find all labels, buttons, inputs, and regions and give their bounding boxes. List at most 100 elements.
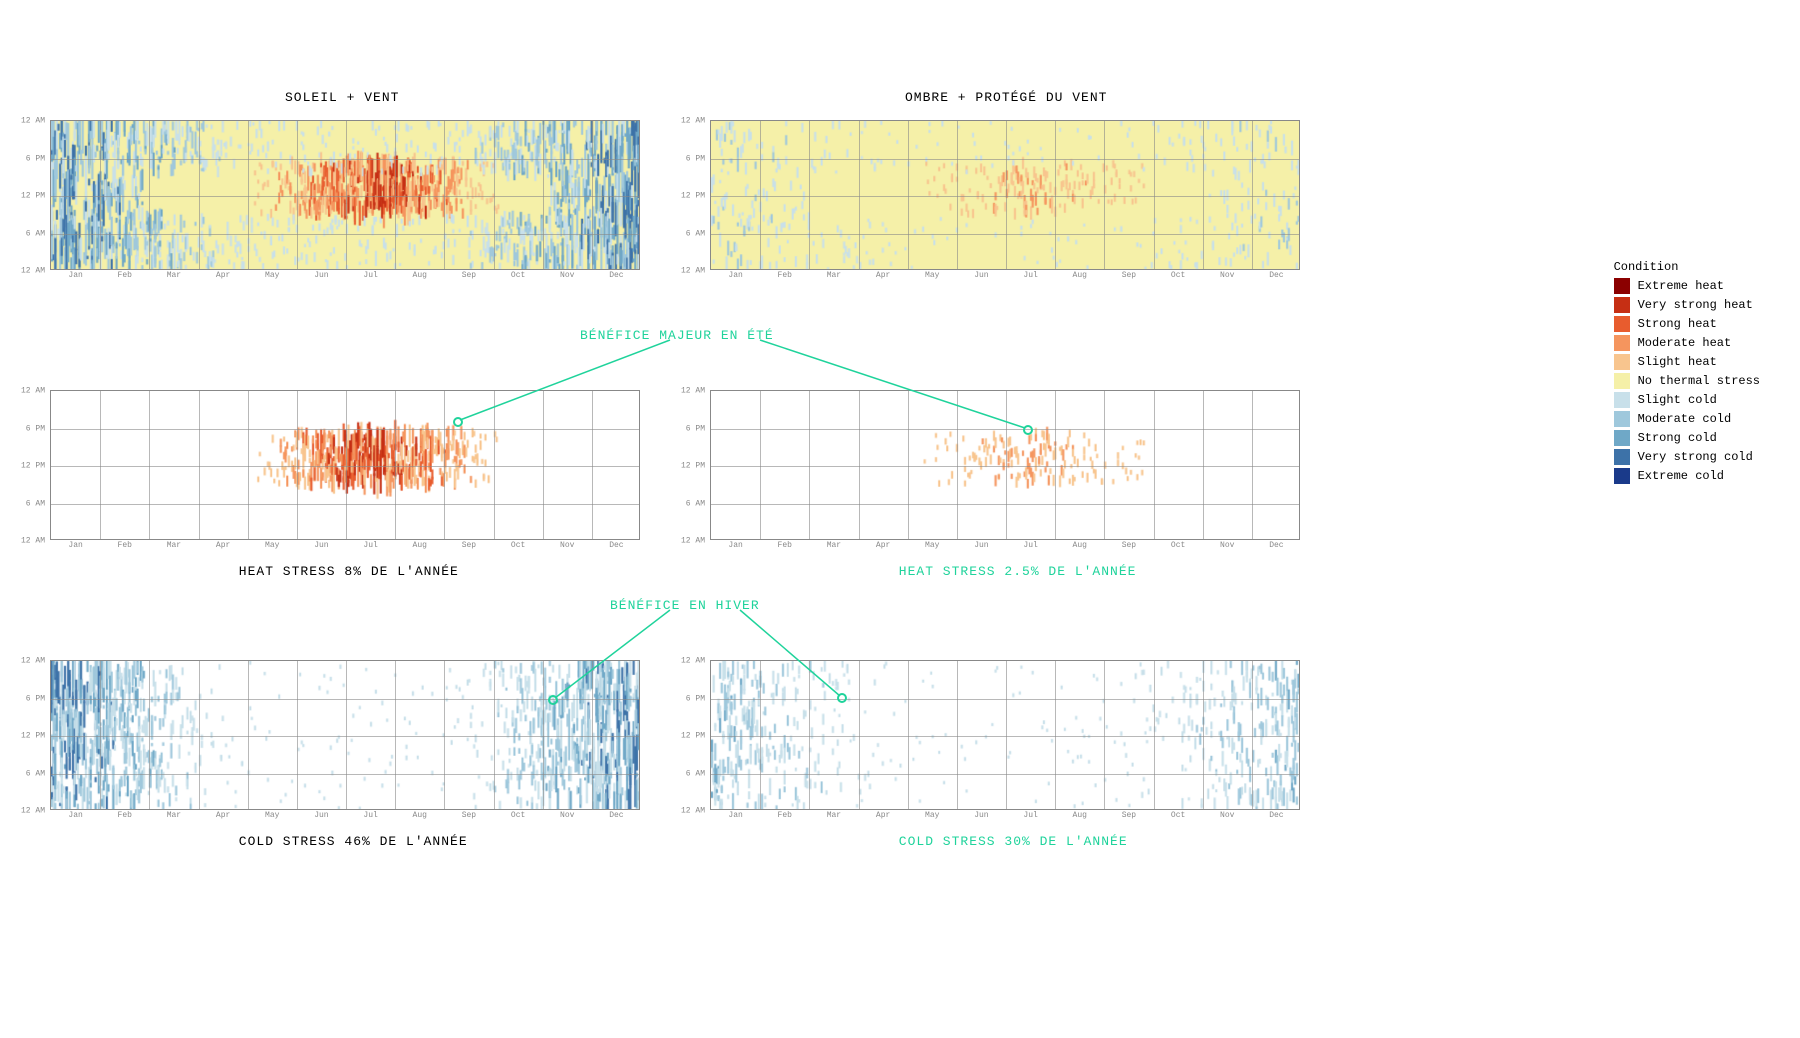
legend-item: Extreme heat <box>1614 278 1760 294</box>
x-tick-label: Oct <box>511 541 525 550</box>
legend-label: Extreme heat <box>1638 279 1724 293</box>
legend-swatch <box>1614 430 1630 446</box>
legend-item: Strong heat <box>1614 316 1760 332</box>
x-tick-label: Oct <box>1171 811 1185 820</box>
grid-line-horizontal <box>51 196 639 197</box>
x-tick-label: Nov <box>1220 811 1234 820</box>
y-tick-label: 12 AM <box>681 387 705 396</box>
grid-line-vertical <box>199 391 200 539</box>
heat-only-sun-wind: 12 AM6 AM12 PM6 PM12 AMJanFebMarAprMayJu… <box>50 390 640 540</box>
x-tick-label: Sep <box>1122 811 1136 820</box>
grid-line-vertical <box>1154 661 1155 809</box>
y-tick-label: 6 AM <box>686 229 705 238</box>
annotation-marker-circle <box>548 695 558 705</box>
y-tick-label: 12 AM <box>681 117 705 126</box>
grid-line-horizontal <box>711 159 1299 160</box>
x-tick-label: Jan <box>68 271 82 280</box>
x-tick-label: Nov <box>1220 271 1234 280</box>
y-tick-label: 12 AM <box>681 267 705 276</box>
legend-label: Strong heat <box>1638 317 1717 331</box>
x-tick-label: Jul <box>1023 541 1037 550</box>
legend-item: Moderate heat <box>1614 335 1760 351</box>
x-tick-label: May <box>925 811 939 820</box>
grid-line-vertical <box>1104 661 1105 809</box>
x-tick-label: Sep <box>462 541 476 550</box>
y-tick-label: 12 AM <box>681 537 705 546</box>
x-tick-label: Sep <box>462 271 476 280</box>
grid-line-horizontal <box>51 466 639 467</box>
legend-swatch <box>1614 411 1630 427</box>
x-tick-label: Apr <box>216 811 230 820</box>
x-tick-label: Nov <box>560 541 574 550</box>
cold-only-shade-protected: 12 AM6 AM12 PM6 PM12 AMJanFebMarAprMayJu… <box>710 660 1300 810</box>
x-tick-label: Mar <box>827 811 841 820</box>
chart-subtitle: HEAT STRESS 8% DE L'ANNÉE <box>239 564 459 579</box>
grid-line-vertical <box>1055 661 1056 809</box>
x-tick-label: Jun <box>314 271 328 280</box>
x-tick-label: Jul <box>363 271 377 280</box>
legend-swatch <box>1614 468 1630 484</box>
x-tick-label: Feb <box>778 811 792 820</box>
legend-label: Slight cold <box>1638 393 1717 407</box>
grid-line-horizontal <box>711 234 1299 235</box>
annotation-label: BÉNÉFICE MAJEUR EN ÉTÉ <box>580 328 774 343</box>
legend-item: Strong cold <box>1614 430 1760 446</box>
grid-line-vertical <box>908 661 909 809</box>
annotation-marker-circle <box>837 693 847 703</box>
grid-line-vertical <box>1006 121 1007 269</box>
grid-line-vertical <box>444 391 445 539</box>
grid-line-vertical <box>297 121 298 269</box>
x-tick-label: Mar <box>827 541 841 550</box>
x-tick-label: Dec <box>1269 271 1283 280</box>
x-tick-label: May <box>265 271 279 280</box>
grid-line-vertical <box>199 661 200 809</box>
grid-line-horizontal <box>711 429 1299 430</box>
annotation-marker-circle <box>1023 425 1033 435</box>
grid-line-horizontal <box>51 774 639 775</box>
grid-line-horizontal <box>711 736 1299 737</box>
y-tick-label: 6 PM <box>26 154 45 163</box>
grid-line-horizontal <box>51 159 639 160</box>
x-tick-label: Feb <box>118 811 132 820</box>
cold-only-sun-wind: 12 AM6 AM12 PM6 PM12 AMJanFebMarAprMayJu… <box>50 660 640 810</box>
grid-line-vertical <box>859 121 860 269</box>
x-tick-label: Mar <box>167 541 181 550</box>
legend-swatch <box>1614 449 1630 465</box>
grid-line-vertical <box>1252 661 1253 809</box>
grid-line-vertical <box>1104 391 1105 539</box>
grid-line-vertical <box>592 121 593 269</box>
x-tick-label: Mar <box>167 271 181 280</box>
x-tick-label: Mar <box>167 811 181 820</box>
x-tick-label: Jul <box>363 811 377 820</box>
grid-line-horizontal <box>51 736 639 737</box>
legend-label: No thermal stress <box>1638 374 1760 388</box>
x-tick-label: Jun <box>974 541 988 550</box>
grid-line-vertical <box>100 391 101 539</box>
legend-label: Slight heat <box>1638 355 1717 369</box>
grid-line-vertical <box>1055 121 1056 269</box>
legend-swatch <box>1614 373 1630 389</box>
x-tick-label: Dec <box>1269 811 1283 820</box>
legend-swatch <box>1614 278 1630 294</box>
x-tick-label: May <box>925 541 939 550</box>
heatmap-canvas <box>711 391 1299 539</box>
x-tick-label: Jun <box>314 811 328 820</box>
grid-line-vertical <box>592 391 593 539</box>
grid-line-vertical <box>1104 121 1105 269</box>
legend-label: Moderate heat <box>1638 336 1732 350</box>
grid-line-horizontal <box>51 429 639 430</box>
y-tick-label: 12 PM <box>681 462 705 471</box>
y-tick-label: 6 PM <box>26 694 45 703</box>
legend-swatch <box>1614 316 1630 332</box>
legend-item: Slight cold <box>1614 392 1760 408</box>
x-tick-label: Dec <box>609 541 623 550</box>
grid-line-vertical <box>1154 121 1155 269</box>
grid-line-vertical <box>1006 661 1007 809</box>
grid-line-horizontal <box>51 504 639 505</box>
x-tick-label: Jan <box>728 541 742 550</box>
y-tick-label: 6 PM <box>686 154 705 163</box>
legend-swatch <box>1614 335 1630 351</box>
y-tick-label: 6 AM <box>26 499 45 508</box>
y-tick-label: 6 PM <box>686 424 705 433</box>
grid-line-vertical <box>297 661 298 809</box>
